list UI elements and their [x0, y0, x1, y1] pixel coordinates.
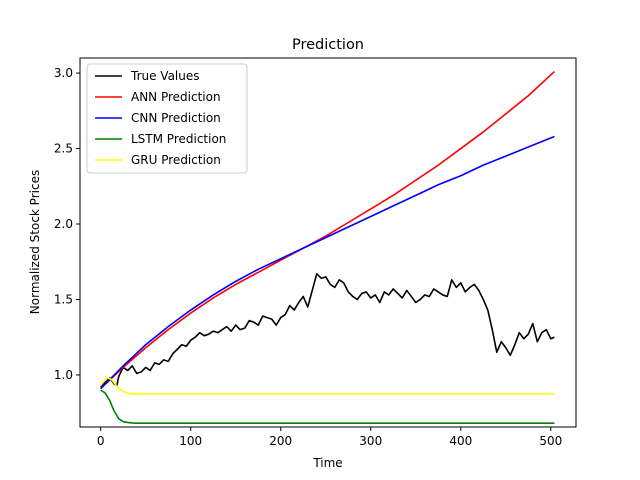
series-line-gru-prediction	[100, 377, 555, 395]
x-tick-label: 400	[449, 434, 472, 448]
x-tick-label: 300	[359, 434, 382, 448]
legend-label: LSTM Prediction	[131, 132, 226, 146]
x-axis-label: Time	[312, 456, 342, 470]
legend-label: True Values	[130, 69, 200, 83]
x-tick-label: 100	[179, 434, 202, 448]
y-axis-label: Normalized Stock Prices	[28, 170, 42, 314]
chart-title: Prediction	[292, 37, 364, 53]
y-tick-label: 2.5	[54, 142, 73, 156]
legend-box	[86, 63, 248, 174]
y-tick-label: 1.0	[54, 368, 73, 382]
series-line-lstm-prediction	[100, 389, 555, 425]
legend: True Values ANN Prediction CNN Prediction L…	[86, 63, 248, 174]
y-tick-label: 2.0	[54, 217, 73, 231]
legend-label: ANN Prediction	[131, 90, 221, 104]
y-tick-label: 3.0	[54, 66, 73, 80]
y-tick-label: 1.5	[54, 292, 73, 306]
axes-frame	[79, 57, 577, 428]
plot-area	[100, 70, 555, 425]
x-tick-label: 200	[269, 434, 292, 448]
series-line-true-values	[100, 273, 555, 388]
y-axis: 1.0 1.5 2.0 2.5 3.0	[54, 66, 80, 382]
series-line-ann-prediction	[100, 70, 555, 390]
x-axis: 0 100 200 300 400 500	[97, 427, 562, 448]
series-line-cnn-prediction	[100, 135, 555, 390]
x-tick-label: 0	[97, 434, 105, 448]
legend-label: GRU Prediction	[131, 153, 221, 167]
legend-label: CNN Prediction	[131, 111, 221, 125]
x-tick-label: 500	[539, 434, 562, 448]
